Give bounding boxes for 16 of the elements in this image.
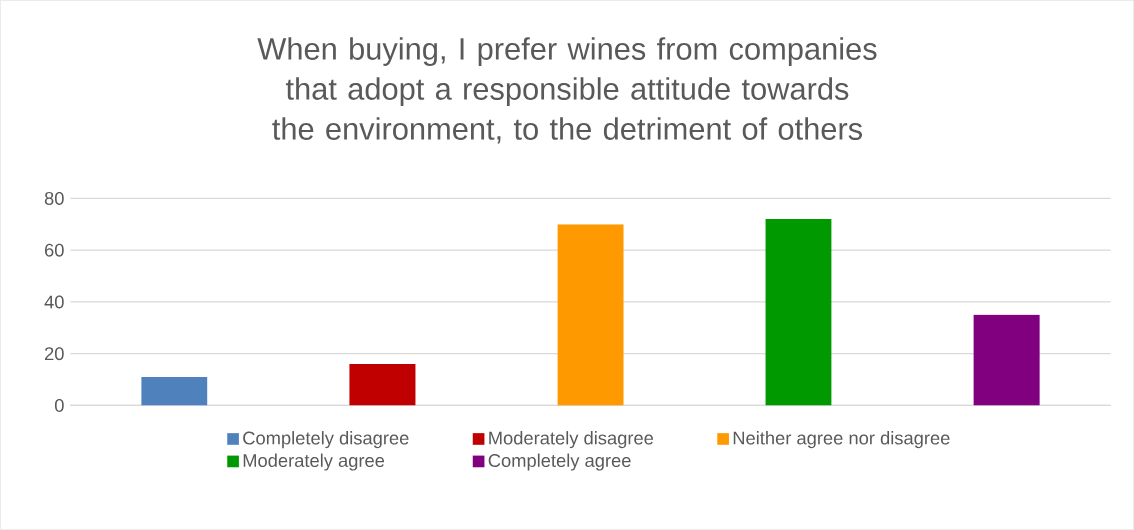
y-tick-label: 60 — [45, 243, 64, 257]
legend-label: Moderately agree — [243, 453, 385, 471]
bar — [141, 377, 208, 406]
legend-label: Completely disagree — [243, 431, 409, 449]
chart-title: When buying, I prefer wines from companies that adopt a responsible attitude towards the environment, to the detriment of others — [257, 37, 877, 144]
legend-label: Moderately disagree — [489, 431, 654, 449]
y-tick-label: 80 — [44, 192, 64, 205]
y-tick-label: 20 — [44, 347, 64, 361]
bar — [557, 224, 624, 406]
bar — [349, 364, 416, 406]
legend-label: Neither agree nor disagree — [733, 431, 950, 449]
legend-label: Completely agree — [488, 453, 631, 471]
bar — [765, 219, 832, 406]
y-tick-label: 0 — [54, 399, 64, 413]
y-tick-label: 40 — [44, 295, 64, 309]
bar — [973, 314, 1040, 406]
